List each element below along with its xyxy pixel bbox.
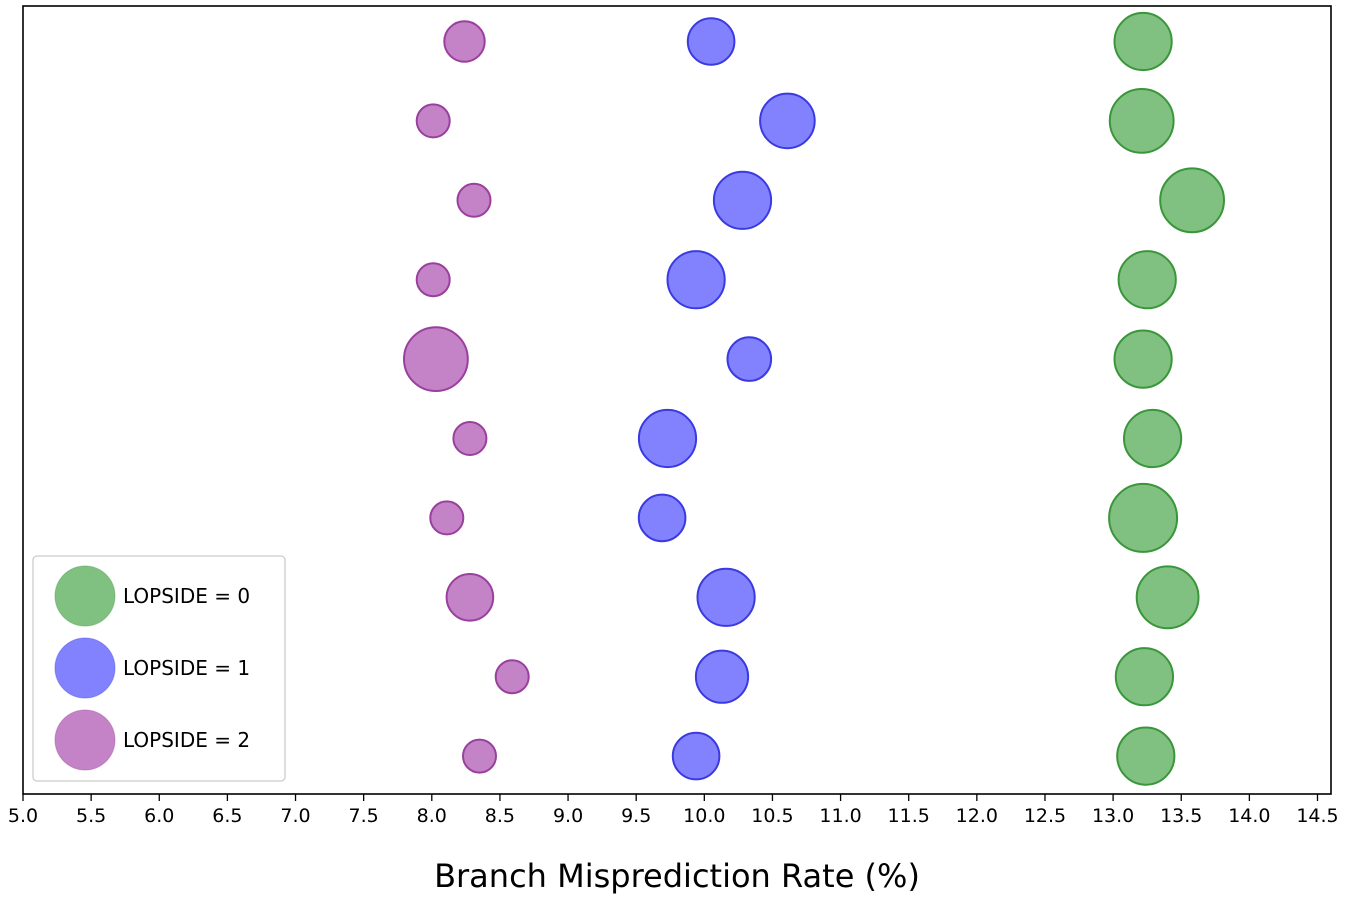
legend-label-2: LOPSIDE = 2 (123, 728, 250, 752)
bubble-series1-point6 (637, 493, 687, 543)
x-tick-label: 12.0 (956, 805, 998, 827)
legend-label-1: LOPSIDE = 1 (123, 656, 250, 680)
x-tick-label: 11.0 (819, 805, 861, 827)
bubble-series0-point6 (1108, 482, 1179, 553)
x-tick-label: 9.0 (553, 805, 583, 827)
legend-marker-1 (54, 637, 116, 699)
bubble-series0-point9 (1116, 726, 1176, 786)
x-tick-label: 8.0 (417, 805, 447, 827)
bubble-series1-point3 (666, 250, 726, 310)
x-tick-label: 9.5 (621, 805, 651, 827)
x-tick-label: 11.5 (888, 805, 930, 827)
legend: LOPSIDE = 0 LOPSIDE = 1 LOPSIDE = 2 (32, 555, 286, 782)
x-tick-label: 5.0 (8, 805, 38, 827)
x-tick-label: 7.0 (280, 805, 310, 827)
bubble-series2-point3 (415, 262, 451, 298)
bubble-series2-point5 (452, 421, 488, 456)
bubble-series2-point4 (403, 326, 469, 393)
bubble-series1-point7 (696, 567, 756, 627)
bubble-series0-point8 (1114, 647, 1175, 707)
x-tick-label: 10.0 (683, 805, 725, 827)
bubble-series2-point1 (415, 103, 451, 139)
x-tick-label: 5.5 (76, 805, 106, 827)
plot-frame (22, 5, 1332, 795)
bubble-series0-point0 (1113, 11, 1173, 72)
bubble-series1-point0 (686, 17, 736, 66)
legend-marker-2 (54, 709, 116, 771)
x-tick-label: 6.0 (144, 805, 174, 827)
bubble-series2-point7 (445, 573, 495, 622)
x-tick-label: 8.5 (485, 805, 515, 827)
x-axis-title: Branch Misprediction Rate (%) (434, 857, 920, 895)
bubble-series1-point5 (637, 408, 698, 469)
bubble-series0-point5 (1123, 408, 1183, 469)
x-tick-label: 13.0 (1092, 805, 1134, 827)
bubble-series1-point9 (671, 731, 721, 781)
bubble-series1-point2 (712, 170, 773, 230)
legend-label-0: LOPSIDE = 0 (123, 584, 250, 608)
bubble-series0-point2 (1159, 167, 1225, 234)
bubble-series0-point1 (1108, 88, 1175, 154)
x-tick-label: 7.5 (349, 805, 379, 827)
bubble-series0-point7 (1135, 565, 1200, 630)
bubble-series1-point8 (694, 649, 750, 704)
bubble-series1-point1 (759, 92, 816, 150)
bubble-series1-point4 (726, 336, 773, 382)
x-tick-label: 14.0 (1228, 805, 1270, 827)
x-axis-ticks: 5.0 5.5 6.0 6.5 7.0 7.5 8.0 8.5 9.0 9.5 10.0 10.5 11… (8, 794, 1339, 827)
x-tick-label: 6.5 (212, 805, 242, 827)
x-tick-label: 14.5 (1296, 805, 1338, 827)
bubble-series2-point2 (456, 182, 492, 218)
chart-markers (403, 11, 1225, 786)
bubble-series0-point3 (1117, 250, 1177, 310)
legend-marker-0 (54, 565, 116, 627)
x-tick-label: 10.5 (751, 805, 793, 827)
x-tick-label: 13.5 (1160, 805, 1202, 827)
bubble-series0-point4 (1113, 329, 1173, 389)
bubble-series2-point9 (462, 738, 497, 774)
bubble-series2-point8 (494, 659, 530, 695)
bubble-series2-point6 (429, 500, 465, 536)
bubble-series2-point0 (443, 20, 486, 63)
x-tick-label: 12.5 (1024, 805, 1066, 827)
